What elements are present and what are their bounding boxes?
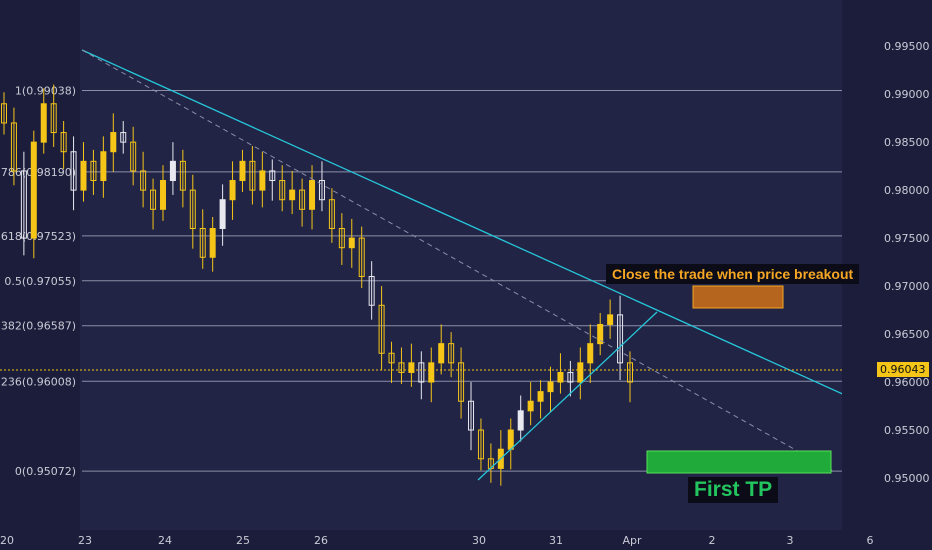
candle-body xyxy=(448,343,455,364)
candle-body xyxy=(40,103,47,143)
candle-body xyxy=(418,362,425,383)
fib-level-label: 0(0.95072) xyxy=(15,465,76,478)
price-tick-label: 0.96500 xyxy=(884,328,930,341)
time-tick-label: 30 xyxy=(472,534,486,547)
candle-body xyxy=(229,180,236,201)
fib-level-label: 1(0.99038) xyxy=(15,85,76,98)
candle-body xyxy=(328,199,335,230)
candle-body xyxy=(557,371,564,383)
candle-body xyxy=(358,237,365,277)
fib-level-label: .236(0.96008) xyxy=(0,375,76,388)
candle-body xyxy=(398,362,405,373)
time-tick-label: 6 xyxy=(867,534,874,547)
candle-body xyxy=(309,180,316,210)
candle-body xyxy=(70,151,77,191)
candle-body xyxy=(90,160,97,182)
candle-body xyxy=(219,199,226,230)
time-tick-label: 25 xyxy=(236,534,250,547)
candle-body xyxy=(378,304,385,354)
time-tick-label: Apr xyxy=(622,534,642,547)
candle-body xyxy=(567,371,574,383)
candle-body xyxy=(239,160,246,182)
candle-body xyxy=(348,237,355,249)
candle-body xyxy=(189,189,196,230)
ascending-trendline[interactable] xyxy=(477,311,658,481)
candle-body xyxy=(199,228,206,258)
candle-body xyxy=(368,275,375,306)
candle-body xyxy=(289,189,296,201)
time-tick-label: 24 xyxy=(158,534,172,547)
candle-body xyxy=(587,343,594,364)
time-tick-label: 3 xyxy=(787,534,794,547)
candle-body xyxy=(110,132,117,153)
candle-body xyxy=(50,103,57,134)
time-tick-label: 2 xyxy=(709,534,716,547)
candle-body xyxy=(269,170,276,182)
candle-body xyxy=(547,381,554,393)
candle-body xyxy=(607,314,614,325)
candle-body xyxy=(428,362,435,383)
candle-body xyxy=(159,180,166,210)
first-tp-label: First TP xyxy=(688,477,779,503)
fib-level-label: .382(0.96587) xyxy=(0,320,76,333)
candle-body xyxy=(30,141,37,239)
current-price-tag: 0.96043 xyxy=(877,362,929,377)
candle-body xyxy=(100,151,107,182)
price-tick-label: 0.95000 xyxy=(884,472,930,485)
candle-body xyxy=(597,323,604,345)
time-tick-label: 23 xyxy=(78,534,92,547)
time-tick-label: 26 xyxy=(314,534,328,547)
candle-body xyxy=(20,170,27,239)
candle-body xyxy=(179,160,186,191)
close-trade-note: Close the trade when price breakout xyxy=(606,264,860,284)
price-tick-label: 0.99000 xyxy=(884,88,930,101)
candle-body xyxy=(1,103,7,124)
candle-body xyxy=(477,429,484,460)
candle-body xyxy=(468,400,475,431)
candle-body xyxy=(527,400,534,412)
candle-body xyxy=(80,160,87,191)
candle-body xyxy=(617,314,624,364)
price-tick-label: 0.97500 xyxy=(884,232,930,245)
candle-body xyxy=(120,132,127,143)
price-tick-label: 0.95500 xyxy=(884,424,930,437)
price-tick-label: 0.96000 xyxy=(884,376,930,389)
target-zone-box[interactable] xyxy=(646,450,832,474)
candle-body xyxy=(627,362,633,383)
price-tick-label: 0.97000 xyxy=(884,280,930,293)
fib-level-label: .786(0.98190) xyxy=(0,166,76,179)
time-tick-label: 20 xyxy=(0,534,14,547)
fib-level-label: .618(0.97523) xyxy=(0,230,76,243)
candle-body xyxy=(388,352,395,364)
candle-body xyxy=(517,410,524,431)
candle-body xyxy=(279,180,286,201)
candle-body xyxy=(408,362,415,373)
price-tick-label: 0.98500 xyxy=(884,136,930,149)
exit-zone-box[interactable] xyxy=(692,285,784,309)
candle-body xyxy=(150,189,157,210)
candle-body xyxy=(209,228,216,258)
candle-body xyxy=(438,343,445,364)
candle-body xyxy=(537,391,544,402)
candle-body xyxy=(299,189,306,210)
candle-body xyxy=(318,180,325,201)
time-axis-panel xyxy=(0,530,932,550)
candle-body xyxy=(10,122,17,172)
candle-body xyxy=(169,160,176,182)
candle-body xyxy=(458,362,465,402)
descending-trendline[interactable] xyxy=(81,49,879,411)
candle-body xyxy=(60,132,67,153)
candle-body xyxy=(249,160,256,191)
candle-body xyxy=(577,362,584,383)
price-tick-label: 0.99500 xyxy=(884,40,930,53)
price-tick-label: 0.98000 xyxy=(884,184,930,197)
fib-level-label: 0.5(0.97055) xyxy=(4,275,76,288)
candle-body xyxy=(507,429,514,450)
candle-body xyxy=(130,141,137,172)
time-tick-label: 31 xyxy=(549,534,563,547)
candle-body xyxy=(259,170,266,191)
candle-body xyxy=(338,228,345,249)
candle-body xyxy=(140,170,147,191)
